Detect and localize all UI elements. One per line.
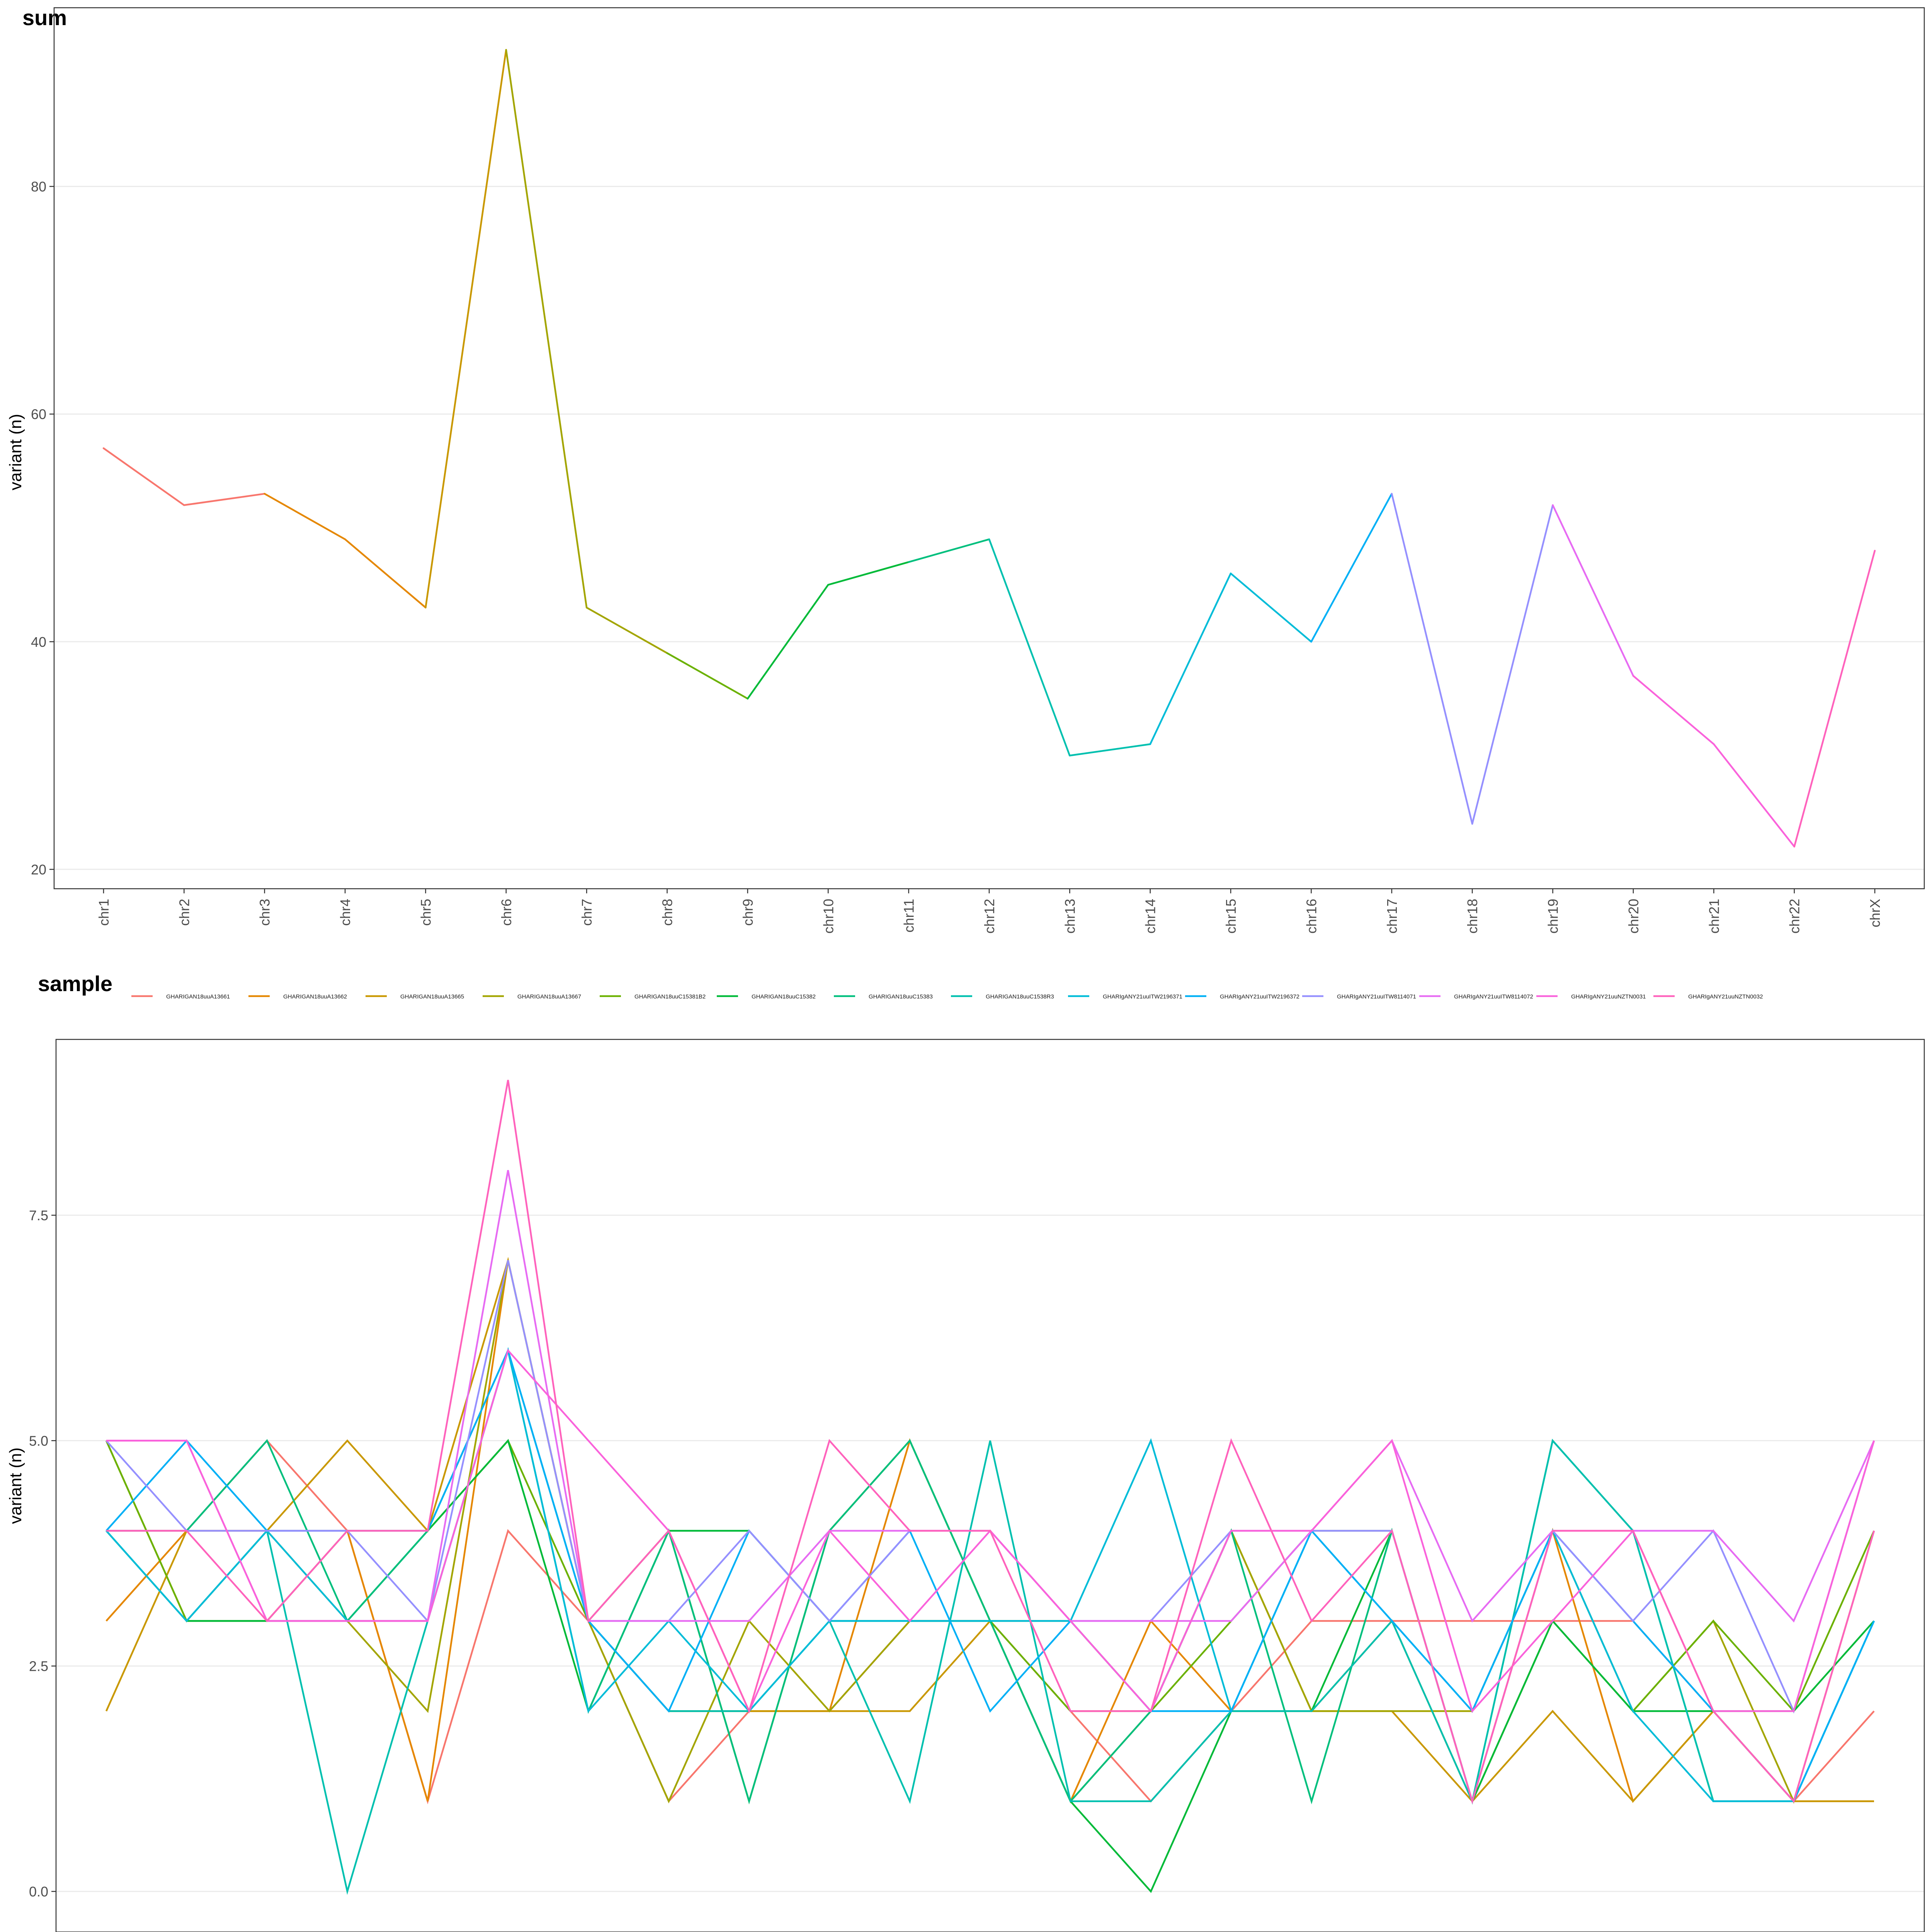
sample-y-axis: 0.0 2.5 5.0 7.5: [29, 1208, 56, 1900]
sample-panel: sample GHARIGAN18uuA13661 GHARIGAN18uuA13…: [6, 971, 1925, 1932]
sum-x-tick-label-chr13: chr13: [1062, 899, 1078, 934]
sum-line-segment-chr3: [264, 493, 346, 540]
legend-label-gharigany21uuitw8114071: GHARIgANY21uuITW8114071: [1337, 993, 1416, 1000]
legend-label-gharigan18uua13661: GHARIGAN18uuA13661: [166, 993, 230, 1000]
sum-line-segment-chr10: [827, 561, 910, 586]
sum-line-segment-chr14: [1149, 572, 1232, 745]
sum-line-segment-chr17: [1391, 493, 1473, 825]
legend-label-gharigan18uuc15382: GHARIGAN18uuC15382: [752, 993, 816, 1000]
sample-plot-frame: [55, 1039, 1925, 1932]
sum-line-segment-chr22: [1793, 549, 1876, 848]
sum-line-segment-chr13: [1069, 743, 1151, 757]
sum-x-tick-label-chr19: chr19: [1545, 899, 1561, 934]
legend-label-gharigany21uuitw2196372: GHARIgANY21uuITW2196372: [1220, 993, 1299, 1000]
sum-x-tick-label-chr1: chr1: [96, 899, 112, 926]
sum-x-tick-label-chr16: chr16: [1303, 899, 1319, 934]
sum-line-segment-chr16: [1310, 493, 1393, 643]
sum-line-segment-chr7: [585, 607, 668, 654]
sample-y-tick-label: 0.0: [29, 1884, 48, 1900]
sum-x-tick-label-chr12: chr12: [981, 899, 997, 934]
sum-line-segment-chr1: [102, 447, 185, 506]
sum-x-tick-label-chr10: chr10: [820, 899, 836, 934]
sum-x-tick-label-chr2: chr2: [176, 899, 192, 926]
sum-line-segment-chr2: [183, 493, 265, 506]
sum-line-segment-chr9: [747, 584, 829, 700]
sum-x-axis: chr1 chr2 chr3 chr4 chr5 chr6 chr7 chr8 chr9 chr1…: [96, 889, 1883, 934]
sum-x-tick-label-chr5: chr5: [418, 899, 434, 926]
sum-line-segment-chr20: [1632, 675, 1715, 745]
legend: GHARIGAN18uuA13661 GHARIGAN18uuA13662 GHAR…: [131, 993, 1763, 1000]
legend-label-gharigan18uuc15381b2: GHARIGAN18uuC15381B2: [634, 993, 706, 1000]
sum-y-axis: 20 40 60 80: [31, 179, 54, 878]
sum-gridlines: [54, 185, 1924, 870]
sample-y-axis-title: variant (n): [6, 1447, 25, 1524]
sum-y-tick-label: 60: [31, 406, 46, 422]
legend-label-gharigan18uuc1538r3: GHARIGAN18uuC1538R3: [986, 993, 1054, 1000]
sum-y-tick-label: 80: [31, 179, 46, 194]
sum-x-tick-label-chr11: chr11: [901, 899, 917, 932]
legend-label-gharigan18uua13665: GHARIGAN18uuA13665: [400, 993, 464, 1000]
sum-x-tick-label-chr9: chr9: [740, 899, 756, 926]
sum-x-tick-label-chr18: chr18: [1464, 899, 1480, 934]
sum-line-segment-chr6: [505, 49, 588, 609]
sum-x-tick-label-chr21: chr21: [1706, 899, 1722, 934]
sum-line-segment-chr8: [666, 652, 749, 700]
sum-x-tick-label-chr6: chr6: [498, 899, 514, 926]
sample-y-tick-label: 7.5: [29, 1208, 48, 1223]
sum-x-tick-label-chrx: chrX: [1867, 899, 1883, 927]
sum-line-segment-chr5: [425, 49, 507, 609]
sum-series: [102, 49, 1876, 848]
sum-x-tick-label-chr22: chr22: [1787, 899, 1803, 934]
sum-line-segment-chr12: [988, 538, 1071, 757]
legend-label-gharigany21uuitw2196371: GHARIgANY21uuITW2196371: [1103, 993, 1182, 1000]
legend-label-gharigan18uua13667: GHARIGAN18uuA13667: [517, 993, 581, 1000]
sum-line-segment-chr19: [1552, 504, 1634, 677]
sum-y-tick-label: 20: [31, 862, 46, 878]
sum-line-segment-chr18: [1471, 504, 1554, 825]
sum-x-tick-label-chr4: chr4: [337, 899, 353, 926]
sample-series: [105, 1080, 1875, 1895]
sample-y-tick-label: 5.0: [29, 1433, 48, 1449]
sum-panel-title: sum: [22, 5, 67, 30]
sum-line-segment-chr11: [908, 538, 990, 563]
legend-label-gharigany21uunztn0032: GHARIgANY21uuNZTN0032: [1688, 993, 1763, 1000]
sum-x-tick-label-chr8: chr8: [660, 899, 675, 926]
sample-y-tick-label: 2.5: [29, 1658, 48, 1674]
sum-x-tick-label-chr17: chr17: [1384, 899, 1400, 934]
sample-panel-title: sample: [38, 971, 112, 996]
sum-x-tick-label-chr14: chr14: [1143, 899, 1158, 934]
sum-x-tick-label-chr7: chr7: [579, 899, 595, 926]
sum-line-segment-chr4: [344, 538, 427, 609]
sum-y-tick-label: 40: [31, 634, 46, 650]
sum-line-segment-chr21: [1713, 743, 1795, 848]
sum-x-tick-label-chr20: chr20: [1626, 899, 1641, 934]
legend-label-gharigany21uuitw8114072: GHARIgANY21uuITW8114072: [1454, 993, 1533, 1000]
legend-label-gharigan18uua13662: GHARIGAN18uuA13662: [283, 993, 347, 1000]
sum-x-tick-label-chr3: chr3: [257, 899, 273, 926]
legend-label-gharigan18uuc15383: GHARIGAN18uuC15383: [869, 993, 933, 1000]
legend-label-gharigany21uunztn0031: GHARIgANY21uuNZTN0031: [1571, 993, 1646, 1000]
sum-y-axis-title: variant (n): [6, 414, 25, 490]
sum-line-segment-chr15: [1230, 572, 1312, 643]
sum-x-tick-label-chr15: chr15: [1223, 899, 1239, 934]
